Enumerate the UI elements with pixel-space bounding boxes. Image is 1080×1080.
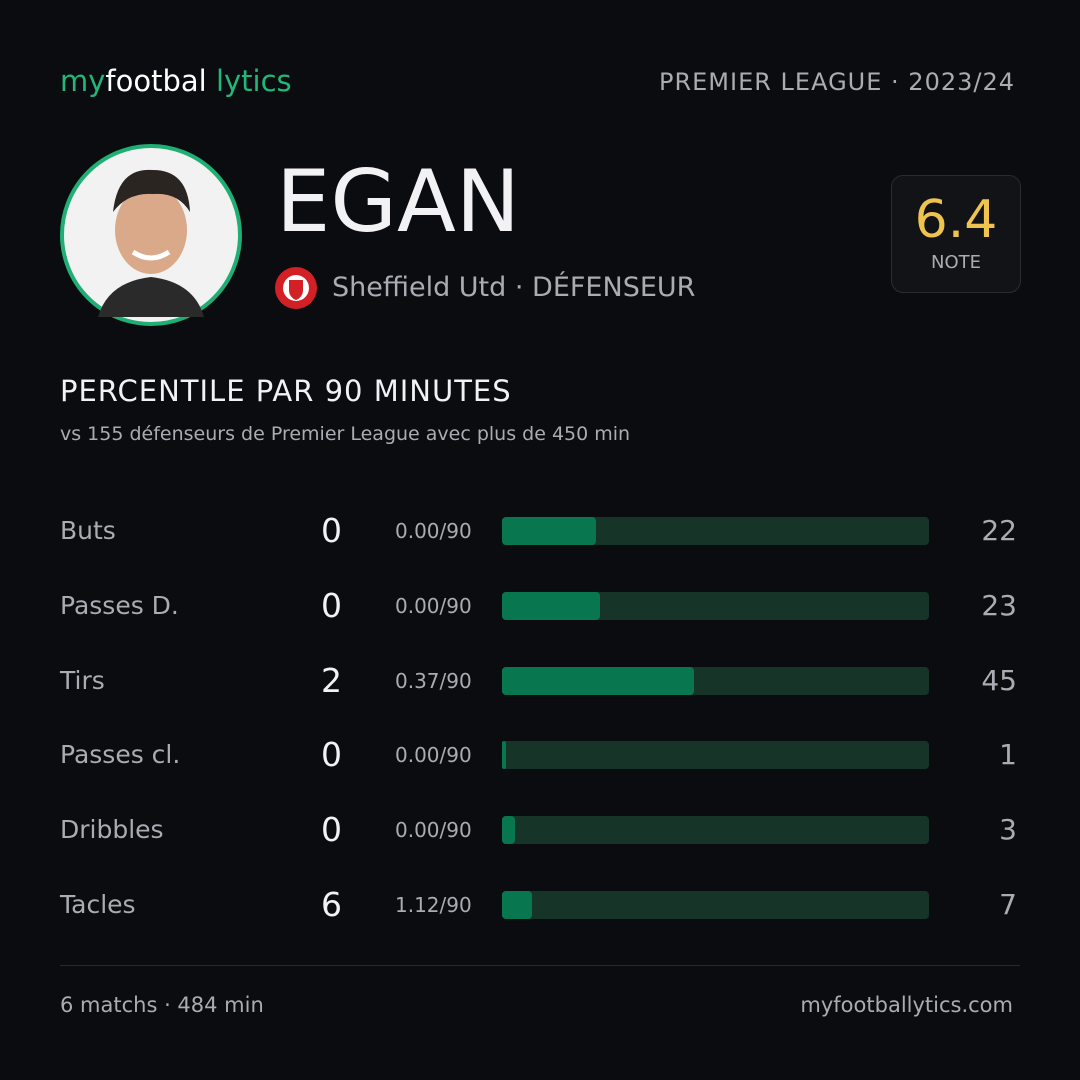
bar	[502, 591, 601, 620]
stat-per90: 0.00/90	[395, 593, 472, 618]
stat-per90: 0.00/90	[395, 818, 472, 843]
section-subtitle: vs 155 défenseurs de Premier League avec…	[60, 423, 631, 445]
stat-percentile: 23	[981, 588, 1017, 622]
stat-percentile: 1	[999, 738, 1017, 772]
bar-track	[502, 741, 929, 770]
footer-right: myfootballytics.com	[800, 993, 1013, 1017]
bar	[502, 666, 695, 695]
stat-label: Tacles	[60, 890, 136, 919]
rating-box: 6.4 NOTE	[891, 175, 1021, 293]
stat-label: Passes cl.	[60, 740, 181, 770]
bar	[502, 891, 532, 919]
logo-part: my	[60, 64, 106, 98]
club-line: Sheffield Utd · DÉFENSEUR	[332, 272, 695, 303]
competition: PREMIER LEAGUE · 2023/24	[658, 68, 1015, 96]
bar-track	[502, 816, 929, 845]
logo-part: lytics	[215, 64, 292, 98]
logo: myfootbal lytics	[60, 64, 292, 98]
bar	[502, 741, 507, 770]
divider	[60, 965, 1020, 966]
rating-value: 6.4	[914, 190, 998, 250]
position: · DÉFENSEUR	[514, 272, 696, 303]
club: Sheffield Utd	[332, 272, 507, 303]
stat-total: 2	[321, 660, 342, 700]
stat-label: Dribbles	[60, 815, 164, 845]
section-title: PERCENTILE PAR 90 MINUTES	[60, 374, 512, 408]
stat-per90: 0.37/90	[395, 668, 472, 693]
stat-label: Passes D.	[60, 590, 179, 620]
stat-per90: 0.00/90	[395, 743, 472, 768]
stat-percentile: 3	[999, 813, 1017, 847]
logo-part: footbal	[105, 64, 207, 98]
stat-total: 6	[321, 885, 342, 924]
bar	[502, 517, 596, 545]
stat-label: Buts	[60, 516, 116, 545]
rating-label: NOTE	[930, 252, 981, 273]
stat-per90: 1.12/90	[395, 893, 472, 917]
stat-total: 0	[321, 585, 342, 625]
stat-percentile: 7	[999, 888, 1017, 921]
player-name: EGAN	[276, 152, 521, 252]
footer-left: 6 matchs · 484 min	[60, 993, 264, 1017]
stat-total: 0	[321, 810, 342, 850]
stat-per90: 0.00/90	[395, 519, 472, 543]
stat-total: 0	[321, 735, 342, 775]
stat-percentile: 22	[981, 514, 1017, 547]
stat-total: 0	[321, 511, 342, 550]
bar	[502, 816, 515, 845]
club-badge	[275, 267, 317, 309]
player-photo	[60, 144, 242, 326]
stat-percentile: 45	[981, 663, 1017, 697]
bar-track	[502, 891, 929, 919]
stat-label: Tirs	[60, 665, 105, 695]
